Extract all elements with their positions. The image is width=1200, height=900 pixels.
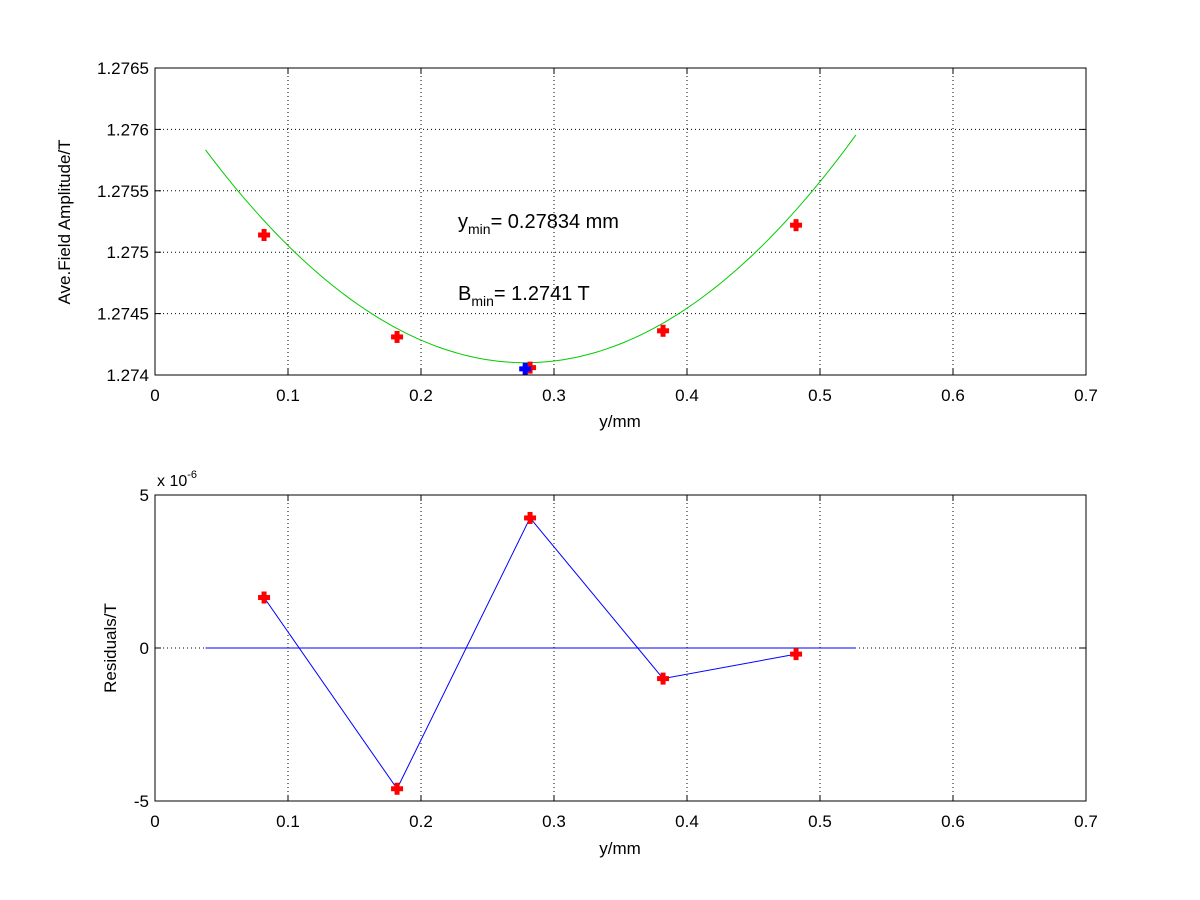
residuals-plot-x-tick-label: 0.7 [1074,812,1098,831]
residuals-plot-y-tick-label: 5 [140,486,149,505]
fit-plot-x-tick-label: 0.4 [675,386,699,405]
bmin-annotation-value: = 1.2741 T [494,283,590,305]
fit-plot-y-tick-label: 1.2745 [97,305,149,324]
fit-plot-x-tick-label: 0.2 [409,386,433,405]
residuals-plot-x-tick-label: 0.4 [675,812,699,831]
exponent-power: -6 [187,469,197,481]
measurement-point [657,324,670,337]
fit-plot-frame [154,67,1087,376]
fit-plot-x-tick-label: 0.3 [542,386,566,405]
residual-point [391,782,404,795]
exponent-prefix: x 10 [157,473,187,490]
fit-plot-x-tick-label: 0.6 [941,386,965,405]
fit-plot-x-axis-label: y/mm [599,412,641,431]
fit-plot-x-tick-label: 0.5 [808,386,832,405]
fit-plot-x-tick-label: 0.1 [276,386,300,405]
residual-point [524,511,537,524]
ymin-annotation-subscript: min [468,221,491,237]
residuals-plot-x-ticks: 0 0.1 0.2 0.3 0.4 0.5 0.6 0.7 [150,495,1098,831]
fit-plot-points [258,219,803,375]
bmin-annotation: Bmin= 1.2741 T [458,283,590,309]
ymin-annotation-value: = 0.27834 mm [491,211,619,233]
residuals-plot-x-tick-label: 0.2 [409,812,433,831]
fit-plot-y-tick-label: 1.274 [106,366,149,385]
residuals-plot-x-tick-label: 0.1 [276,812,300,831]
fit-plot-y-axis-label: Ave.Field Amplitude/T [55,139,74,304]
fit-plot-x-tick-label: 0.7 [1074,386,1098,405]
fit-plot-x-tick-label: 0 [150,386,159,405]
measurement-point [258,229,271,242]
ymin-annotation-base: y [458,211,468,233]
residual-point [657,672,670,685]
residuals-plot-x-tick-label: 0.3 [542,812,566,831]
residuals-plot-y-tick-label: -5 [134,792,149,811]
measurement-point [790,219,803,232]
residual-point [790,648,803,661]
fit-plot-x-ticks: 0 0.1 0.2 0.3 0.4 0.5 0.6 0.7 [150,68,1098,405]
fit-plot-y-tick-label: 1.276 [106,120,149,139]
fit-plot-y-tick-label: 1.2765 [97,59,149,78]
minimum-point [519,362,532,375]
fit-plot-y-ticks: 1.274 1.2745 1.275 1.2755 1.276 1.2765 [97,59,1086,385]
measurement-point [391,330,404,343]
bmin-annotation-subscript: min [471,293,494,309]
bmin-annotation-base: B [458,283,471,305]
residuals-exponent-label: x 10-6 [157,469,197,490]
residuals-plot-y-axis-label: Residuals/T [101,603,120,693]
residuals-plot: 0 0.1 0.2 0.3 0.4 0.5 0.6 0.7 -505 y/mm Residua… [101,469,1098,858]
fit-plot-y-tick-label: 1.275 [106,243,149,262]
fit-plot-y-tick-label: 1.2755 [97,182,149,201]
ymin-annotation: ymin= 0.27834 mm [458,211,619,237]
residuals-plot-x-tick-label: 0.5 [808,812,832,831]
residuals-plot-y-tick-label: 0 [140,639,149,658]
residuals-plot-x-axis-label: y/mm [599,839,641,858]
fit-plot: 0 0.1 0.2 0.3 0.4 0.5 0.6 0.7 1.2741.27451.2751… [55,59,1098,431]
residuals-plot-y-ticks: -5 0 5 [134,486,1086,811]
residuals-plot-x-tick-label: 0.6 [941,812,965,831]
residual-point [258,591,271,604]
residuals-plot-points [258,511,803,795]
residuals-plot-x-tick-label: 0 [150,812,159,831]
